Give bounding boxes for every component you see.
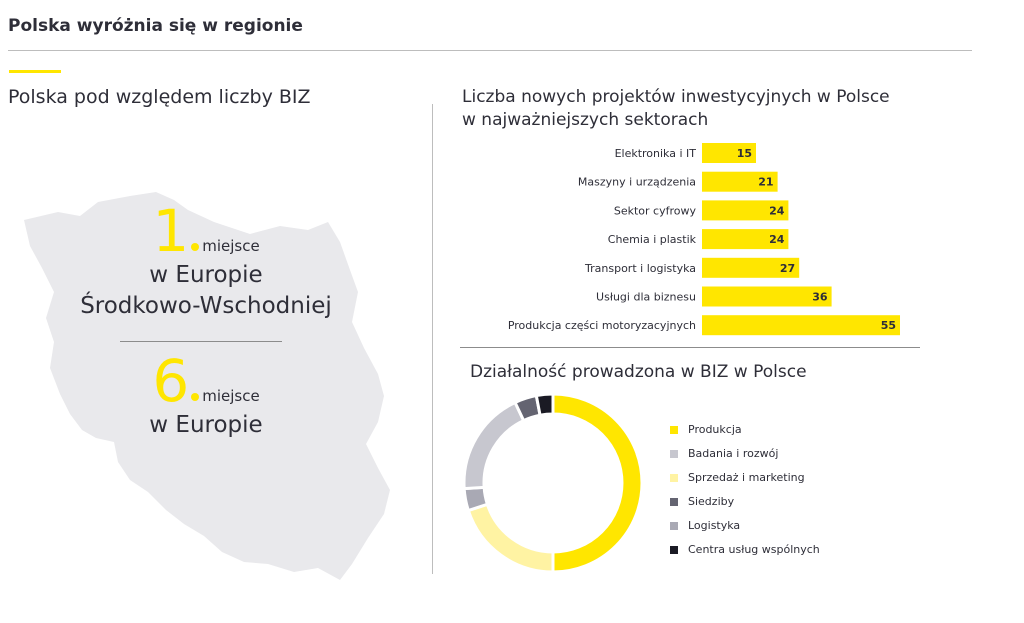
bar [702, 200, 789, 221]
yellow-dot-icon [191, 243, 200, 251]
bar [702, 257, 800, 278]
header-divider [8, 50, 972, 51]
donut-chart [462, 392, 644, 574]
accent-bar [9, 70, 61, 73]
poland-map-shape [24, 192, 390, 580]
bar-chart: Elektronika i IT 15 Maszyny i urządzenia 21… [508, 143, 900, 336]
map-divider [120, 341, 282, 342]
yellow-dot-icon [191, 393, 200, 401]
bar-value-label: 55 [881, 319, 896, 332]
rank-cee-suffix: miejsce [202, 237, 260, 255]
rank-europe-number: 6 [152, 347, 190, 415]
rank-cee-number: 1 [152, 197, 190, 265]
legend-label: Badania i rozwój [688, 447, 779, 460]
legend-swatch [670, 474, 678, 482]
legend-label: Logistyka [688, 519, 741, 532]
legend-swatch [670, 522, 678, 530]
bar-category-label: Maszyny i urządzenia [578, 176, 696, 189]
vertical-divider [432, 104, 433, 574]
bar-value-label: 21 [758, 176, 773, 189]
legend-swatch [670, 498, 678, 506]
chart-divider [460, 347, 920, 348]
bar [702, 229, 789, 250]
bar [702, 171, 778, 192]
donut-slice [462, 485, 490, 513]
page-title: Polska wyróżnia się w regionie [8, 16, 303, 36]
bar-chart-title-line1: Liczba nowych projektów inwestycyjnych w… [462, 87, 890, 107]
bar [702, 315, 900, 336]
donut-slice [466, 502, 555, 574]
legend-swatch [670, 450, 678, 458]
bar-category-label: Produkcja części motoryzacyjnych [508, 319, 696, 332]
legend-swatch [670, 546, 678, 554]
bar-value-label: 15 [737, 147, 752, 160]
legend-label: Produkcja [688, 423, 742, 436]
rank-cee: 1 miejsce w Europie Środkowo-Wschodniej [22, 202, 390, 322]
bar-category-label: Chemia i plastik [608, 233, 697, 246]
bar-value-label: 36 [812, 291, 828, 304]
rank-cee-line2: Środkowo-Wschodniej [80, 293, 332, 319]
rank-europe-suffix: miejsce [202, 387, 260, 405]
left-panel-title: Polska pod względem liczby BIZ [8, 86, 311, 108]
bar [702, 143, 756, 163]
bar [702, 286, 832, 307]
bar-chart-title-line2: w najważniejszych sektorach [462, 110, 709, 130]
legend-label: Centra usług wspólnych [688, 543, 820, 556]
bar-value-label: 27 [780, 262, 795, 275]
donut-slice [551, 392, 644, 574]
rank-europe-line1: w Europie [149, 412, 263, 438]
bar-value-label: 24 [769, 233, 785, 246]
rank-cee-line1: w Europie [149, 262, 263, 288]
legend-swatch [670, 426, 678, 434]
rank-europe-headline: 6 miejsce [22, 352, 390, 410]
bar-category-label: Elektronika i IT [615, 147, 697, 160]
donut-slice [462, 400, 526, 491]
bar-category-label: Sektor cyfrowy [614, 204, 697, 217]
bar-chart-title: Liczba nowych projektów inwestycyjnych w… [462, 86, 890, 132]
rank-europe: 6 miejsce w Europie [22, 352, 390, 441]
donut-slice [534, 392, 555, 417]
donut-chart-title: Działalność prowadzona w BIZ w Polsce [470, 362, 807, 382]
legend-label: Sprzedaż i marketing [688, 471, 805, 484]
bar-value-label: 24 [769, 204, 785, 217]
legend-label: Siedziby [688, 495, 735, 508]
rank-cee-headline: 1 miejsce [22, 202, 390, 260]
poland-map [24, 192, 390, 580]
bar-category-label: Usługi dla biznesu [596, 291, 696, 304]
bar-category-label: Transport i logistyka [584, 262, 696, 275]
